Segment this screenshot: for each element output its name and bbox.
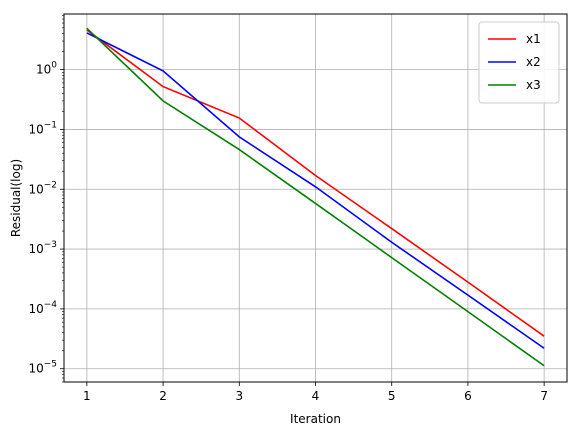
x-tick-label: 1: [83, 389, 91, 403]
x-tick-label: 6: [464, 389, 472, 403]
y-tick-label: 10−4: [28, 300, 57, 316]
x-tick-label: 7: [540, 389, 548, 403]
x-tick-label: 3: [235, 389, 243, 403]
y-tick-base: 10: [28, 122, 43, 136]
y-tick-label: 10−1: [28, 120, 57, 136]
legend-label-x3: x3: [526, 78, 541, 92]
y-tick-label: 10−3: [28, 240, 57, 256]
y-tick-exponent: −5: [44, 360, 57, 370]
y-tick-base: 10: [28, 182, 43, 196]
series-line-x1: [86, 29, 545, 337]
legend-label-x1: x1: [526, 32, 541, 46]
y-tick-exponent: 0: [51, 61, 57, 71]
y-tick-exponent: −2: [44, 180, 57, 190]
series-lines: [86, 27, 545, 367]
x-tick-label: 2: [159, 389, 167, 403]
series-line-x2: [86, 32, 545, 349]
x-axis-ticks: 1 2 3 4 5 6 7: [83, 382, 548, 403]
y-tick-exponent: −4: [44, 300, 58, 310]
legend-box: [478, 21, 560, 104]
x-axis-label: Iteration: [290, 412, 341, 426]
y-tick-base: 10: [28, 362, 43, 376]
y-tick-label: 100: [36, 61, 57, 77]
y-axis-label: Residual(log): [9, 159, 23, 237]
y-tick-label: 10−5: [28, 360, 57, 376]
y-tick-base: 10: [28, 302, 43, 316]
series-line-x3: [86, 27, 545, 367]
y-tick-base: 10: [28, 242, 43, 256]
y-tick-exponent: −1: [44, 120, 57, 130]
x-tick-label: 5: [388, 389, 396, 403]
legend: x1 x2 x3: [478, 21, 560, 104]
y-tick-base: 10: [36, 63, 51, 77]
y-tick-label: 10−2: [28, 180, 57, 196]
y-minor-ticks: [62, 15, 64, 383]
legend-label-x2: x2: [526, 55, 541, 69]
y-tick-exponent: −3: [44, 240, 57, 250]
x-tick-label: 4: [312, 389, 320, 403]
